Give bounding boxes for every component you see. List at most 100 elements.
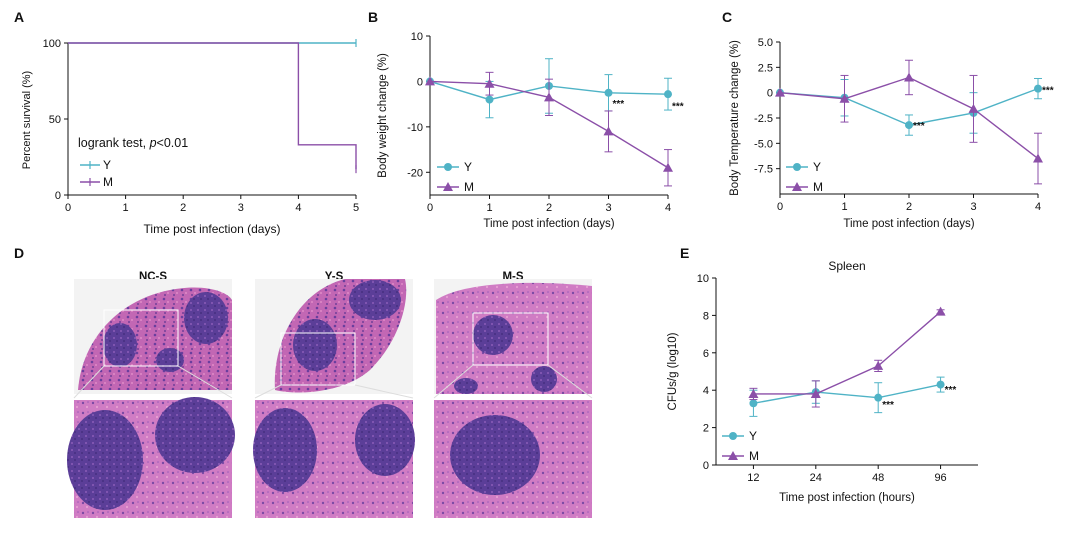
significance-label: *** [672, 101, 684, 112]
series-line-y [753, 383, 941, 404]
panel-letter-c: C [722, 9, 732, 25]
data-point [664, 90, 672, 99]
data-point [1034, 84, 1042, 93]
x-tick-label: 3 [238, 202, 244, 214]
follicle [67, 410, 143, 510]
follicle [155, 397, 235, 473]
follicle [349, 280, 401, 320]
x-tick-label: 12 [747, 472, 759, 484]
data-point [604, 88, 613, 97]
legend-label-m: M [749, 449, 759, 463]
data-point [968, 103, 979, 113]
y-tick-label: 0 [417, 76, 423, 88]
x-tick-label: 0 [777, 201, 783, 213]
data-point [935, 306, 946, 316]
panel-letter-e: E [680, 245, 689, 261]
legend-label-y: Y [103, 158, 111, 172]
data-point [484, 78, 495, 88]
x-tick-label: 3 [970, 201, 976, 213]
legend-label-m: M [813, 180, 823, 194]
x-tick-label: 4 [1035, 201, 1041, 213]
legend-label-y: Y [749, 429, 757, 443]
x-axis-title: Time post infection (days) [144, 222, 281, 236]
y-tick-label: -2.5 [754, 113, 773, 125]
data-point [793, 163, 801, 171]
body-temperature-chart: 0 1 2 3 4 -7.5 -5.0 -2.5 0 2.5 5.0 Time post infect… [729, 37, 1054, 230]
x-tick-label: 4 [295, 202, 301, 214]
x-tick-label: 5 [353, 202, 359, 214]
x-tick-label: 2 [546, 202, 552, 214]
x-tick-label: 4 [665, 202, 671, 214]
follicle [253, 408, 317, 492]
x-axis-title: Time post infection (hours) [779, 492, 915, 504]
zoom-line [547, 364, 593, 399]
significance-label: *** [613, 99, 625, 110]
zoom-line [254, 384, 282, 399]
x-tick-label: 24 [810, 472, 822, 484]
x-tick-label: 1 [123, 202, 129, 214]
legend-label-m: M [103, 175, 113, 189]
x-tick-label: 0 [427, 202, 433, 214]
chart-title: Spleen [828, 259, 865, 273]
data-point [443, 182, 453, 191]
y-tick-label: 0 [767, 88, 773, 100]
series-line-m [753, 311, 942, 395]
y-axis-title: Percent survival (%) [21, 71, 33, 169]
y-tick-label: 5.0 [758, 37, 773, 49]
y-tick-label: 100 [43, 38, 61, 50]
y-tick-label: -5.0 [754, 138, 773, 150]
y-tick-label: -10 [407, 122, 423, 134]
zoom-line [177, 365, 233, 399]
body-weight-chart: 0 1 2 3 4 -20 -10 0 10 Time post infection (days)… [377, 31, 684, 230]
y-axis-title: Body Temperature change (%) [729, 40, 741, 196]
zoom-line [354, 384, 414, 399]
data-point [792, 182, 802, 191]
y-tick-label: 4 [703, 385, 709, 397]
x-tick-label: 2 [906, 201, 912, 213]
y-tick-label: -7.5 [754, 164, 773, 176]
x-axis-title: Time post infection (days) [483, 218, 614, 230]
y-tick-label: 0 [55, 190, 61, 202]
zoom-box [472, 312, 549, 366]
x-axis-title: Time post infection (days) [843, 218, 974, 230]
legend-label-y: Y [464, 160, 472, 174]
x-tick-label: 96 [934, 472, 946, 484]
annotation-suffix: <0.01 [157, 136, 189, 150]
zoom-box [103, 309, 179, 367]
tissue-section-m-s [436, 282, 592, 394]
data-point [839, 93, 850, 103]
y-tick-label: 10 [697, 273, 709, 285]
panel-letter-b: B [368, 9, 378, 25]
follicle [293, 319, 337, 371]
data-point [425, 76, 435, 86]
significance-label: *** [913, 121, 925, 132]
y-axis-title: Body weight change (%) [377, 53, 389, 178]
data-point [905, 121, 913, 130]
y-tick-label: 6 [703, 348, 709, 360]
y-tick-label: -20 [407, 167, 423, 179]
data-point [936, 380, 945, 389]
data-point [748, 388, 759, 398]
data-point [1033, 153, 1043, 163]
y-tick-label: 2 [703, 423, 709, 435]
data-point [775, 87, 785, 97]
data-point [810, 388, 821, 398]
y-axis-title: CFUs/g (log10) [667, 332, 679, 410]
histology-panel: NC-S Y-S M-S [67, 271, 593, 518]
legend-label-y: Y [813, 160, 821, 174]
panel-letter-a: A [14, 9, 24, 25]
follicle [355, 404, 415, 476]
data-point [728, 451, 738, 460]
data-point [729, 432, 737, 440]
data-point [444, 163, 452, 171]
logrank-annotation: logrank test, p<0.01 [78, 136, 188, 150]
x-tick-label: 2 [180, 202, 186, 214]
data-point [874, 393, 883, 402]
data-point [749, 399, 758, 408]
significance-label: *** [882, 400, 894, 411]
panel-letter-d: D [14, 245, 24, 261]
follicle [454, 378, 478, 394]
